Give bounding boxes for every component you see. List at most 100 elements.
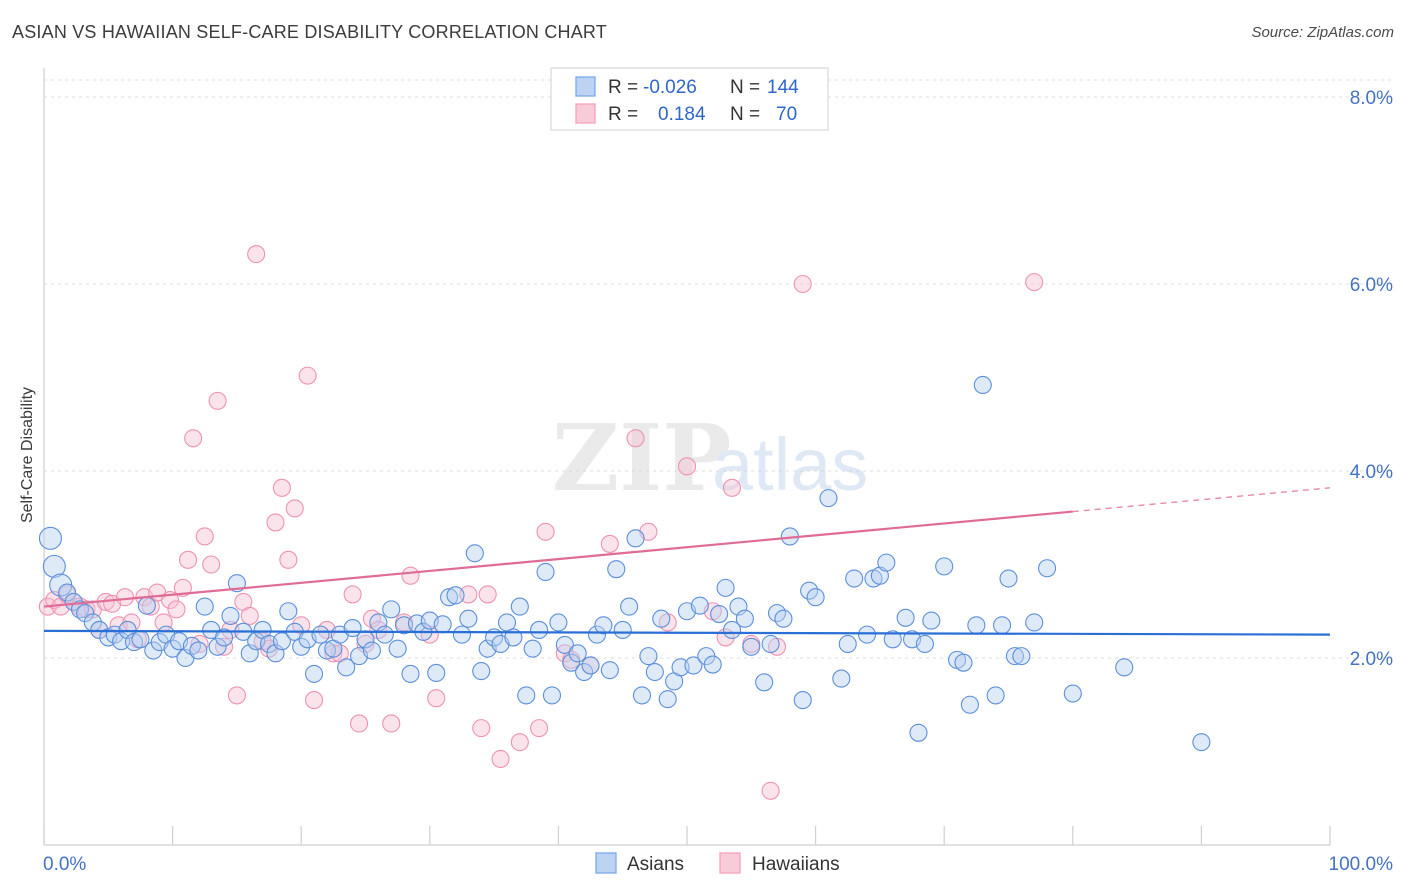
r-value-hawaiians: 0.184: [658, 104, 706, 125]
asian-point: [388, 639, 407, 658]
hawaiian-point: [195, 527, 214, 546]
axes: [43, 68, 1331, 846]
asian-point: [845, 569, 864, 588]
hawaiian-point: [626, 429, 645, 448]
asian-point: [459, 609, 478, 628]
x-tick-max: 100.0%: [1329, 854, 1394, 875]
hawaiians-legend-swatch: [575, 103, 596, 124]
asian-point: [1115, 658, 1134, 677]
asian-point: [883, 630, 902, 649]
legend-hawaiians-swatch: [719, 852, 741, 874]
asian-point: [311, 625, 330, 644]
asian-point: [58, 583, 77, 602]
stats-legend-box: [550, 67, 829, 131]
asian-point: [214, 628, 234, 647]
asian-point: [497, 613, 517, 632]
asian-point: [742, 637, 761, 656]
n-value-asians: 144: [767, 77, 799, 98]
asian-point: [465, 544, 484, 563]
hawaiian-point: [184, 429, 203, 448]
asian-point: [960, 695, 979, 714]
asian-point: [575, 662, 594, 682]
hawaiian-point: [600, 534, 619, 553]
hawaiian-point: [285, 499, 304, 518]
chart-title: ASIAN VS HAWAIIAN SELF-CARE DISABILITY C…: [12, 22, 607, 42]
asian-point: [1025, 613, 1044, 632]
asians-trend-line: [43, 629, 1331, 636]
asian-point: [954, 653, 973, 672]
stats-legend: R = -0.026 N = 144 R = 0.184 N = 70: [550, 67, 829, 131]
hawaiian-point: [530, 719, 549, 738]
asian-point: [909, 723, 928, 742]
watermark-atlas: atlas: [712, 423, 868, 506]
asian-point: [1012, 647, 1031, 666]
asian-point: [838, 634, 857, 654]
asian-point: [337, 658, 356, 677]
asian-point: [652, 609, 671, 628]
asian-point: [292, 637, 311, 656]
asian-point: [510, 597, 529, 616]
asian-point: [613, 620, 632, 640]
asian-point: [1038, 559, 1057, 578]
asian-point: [362, 641, 381, 660]
hawaiian-point: [279, 550, 298, 569]
hawaiian-point: [266, 513, 285, 532]
asian-point: [993, 616, 1012, 635]
hawaiian-point: [536, 522, 555, 541]
asian-point: [587, 625, 607, 644]
y-tick-label: 6.0%: [1350, 275, 1393, 296]
asian-point: [986, 686, 1005, 705]
hawaiian-point: [722, 478, 742, 497]
asian-point: [915, 634, 934, 654]
legend-asians-label: Asians: [627, 854, 684, 875]
asian-point: [317, 641, 336, 660]
asian-point: [800, 581, 819, 600]
asian-point: [1005, 647, 1024, 666]
asian-point: [208, 637, 227, 656]
asian-point: [774, 609, 793, 628]
asian-point: [632, 686, 652, 705]
asian-point: [607, 560, 626, 579]
asian-point: [221, 606, 240, 625]
asian-point: [112, 632, 131, 651]
asian-point: [530, 620, 549, 640]
n-value-hawaiians: 70: [776, 104, 797, 125]
asian-point: [973, 375, 992, 395]
hawaiian-point: [227, 686, 246, 705]
hawaiian-point: [167, 600, 186, 619]
hawaiian-point: [677, 457, 697, 476]
asian-point: [163, 639, 182, 658]
hawaiian-point: [491, 749, 510, 769]
asian-point: [626, 529, 645, 548]
asian-point: [542, 686, 562, 705]
hawaiian-point: [369, 620, 388, 640]
hawaiian-point: [343, 585, 362, 604]
trend-lines: [43, 487, 1331, 636]
hawaiians-trend-extension: [1072, 487, 1331, 513]
hawaiian-point: [382, 714, 401, 733]
asian-point: [877, 553, 896, 572]
asian-point: [710, 605, 729, 624]
hawaiian-point: [208, 391, 227, 410]
y-tick-label: 2.0%: [1350, 649, 1393, 670]
r-value-asians: -0.026: [643, 77, 697, 98]
hawaiian-point: [427, 689, 446, 708]
asian-point: [755, 673, 774, 692]
y-tick-labels: 2.0% 4.0% 6.0% 8.0%: [1350, 88, 1393, 670]
asian-point: [549, 613, 568, 632]
asian-point: [639, 647, 658, 666]
asian-point: [42, 554, 66, 578]
hawaiian-point: [202, 555, 221, 574]
asian-point: [189, 641, 208, 660]
r-label-asians: R =: [608, 77, 638, 98]
series-legend: Asians Hawaiians: [595, 852, 840, 875]
asian-point: [658, 690, 677, 709]
asian-point: [703, 655, 722, 674]
asian-point: [523, 639, 542, 658]
hawaiians-points: [38, 245, 1044, 800]
asian-point: [716, 578, 735, 597]
gridlines: [44, 79, 1392, 659]
hawaiian-point: [178, 550, 198, 569]
hawaiian-point: [793, 274, 812, 294]
